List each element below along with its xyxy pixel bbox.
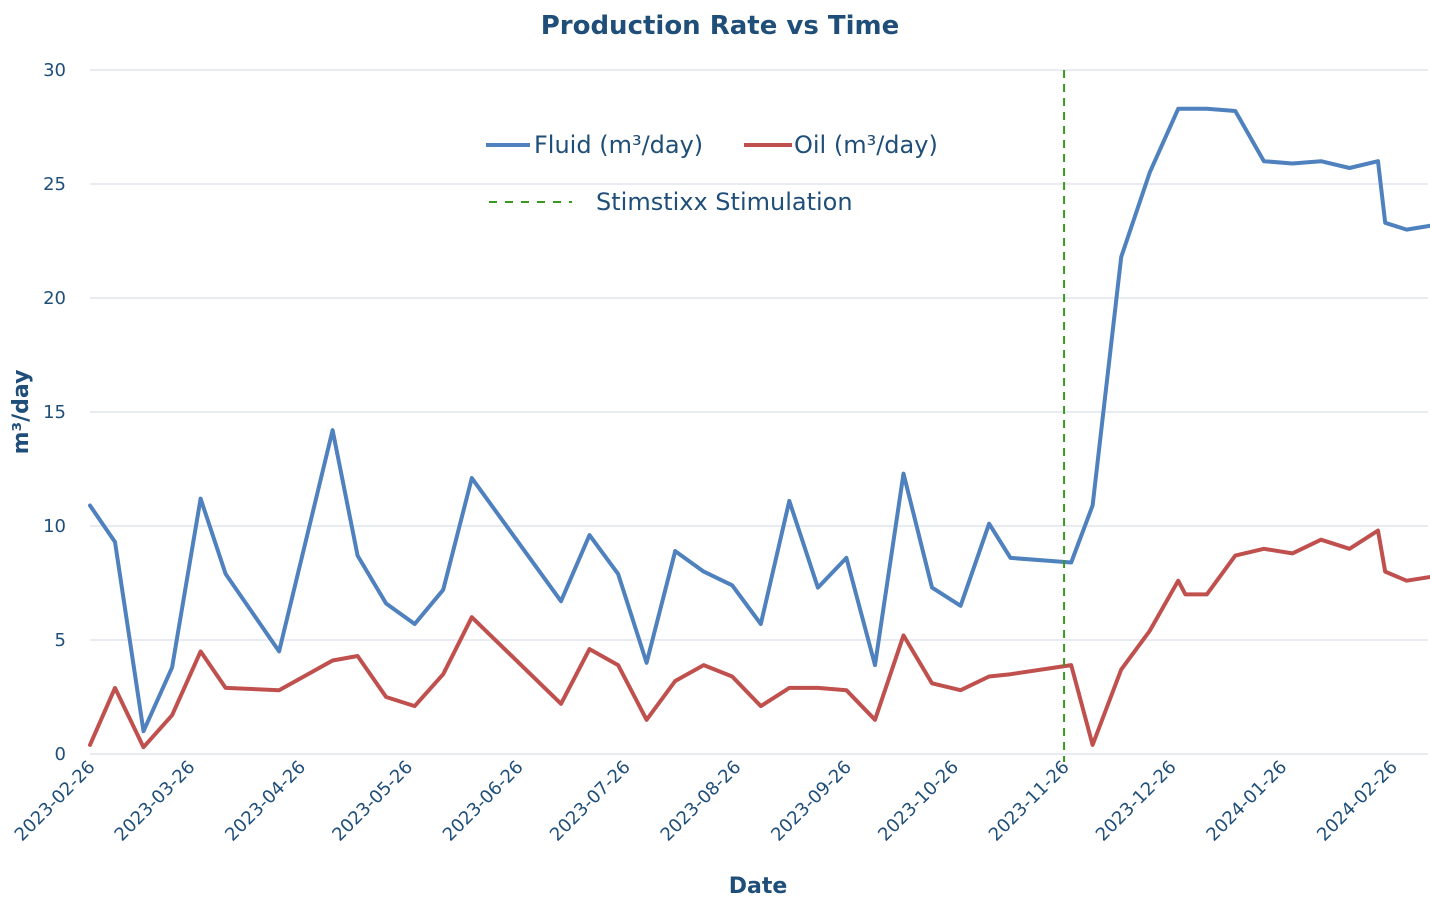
legend-label-oil: Oil (m³/day) xyxy=(794,131,938,159)
legend-label-fluid: Fluid (m³/day) xyxy=(534,131,703,159)
legend-label-stimulation: Stimstixx Stimulation xyxy=(596,188,853,216)
x-axis-label: Date xyxy=(729,874,788,899)
y-tick-label: 0 xyxy=(55,744,66,765)
y-tick-label: 20 xyxy=(43,288,66,309)
x-tick-label: 2023-10-26 xyxy=(874,757,963,846)
x-tick-label: 2023-11-26 xyxy=(985,757,1074,846)
x-axis-ticks: 2023-02-26 2023-03-26 2023-04-26 2023-05-26… xyxy=(11,757,1402,846)
x-tick-label: 2023-07-26 xyxy=(546,757,635,846)
y-tick-label: 25 xyxy=(43,174,66,195)
x-tick-label: 2024-02-26 xyxy=(1313,757,1402,846)
x-tick-label: 2023-05-26 xyxy=(328,757,417,846)
x-tick-label: 2023-09-26 xyxy=(767,757,856,846)
x-tick-label: 2023-02-26 xyxy=(11,757,100,846)
x-tick-label: 2023-12-26 xyxy=(1092,757,1181,846)
x-tick-label: 2024-01-26 xyxy=(1202,757,1291,846)
chart-title: Production Rate vs Time xyxy=(541,11,900,41)
y-tick-label: 5 xyxy=(55,630,66,651)
y-axis-ticks: 0 5 10 15 20 25 30 xyxy=(43,60,66,765)
y-tick-label: 30 xyxy=(43,60,66,81)
x-tick-label: 2023-06-26 xyxy=(439,757,528,846)
y-tick-label: 10 xyxy=(43,516,66,537)
y-tick-label: 15 xyxy=(43,402,66,423)
series-layer xyxy=(88,106,1430,750)
oil-series-line xyxy=(88,528,1430,750)
x-tick-label: 2023-03-26 xyxy=(111,757,200,846)
y-axis-label: m³/day xyxy=(9,370,34,455)
x-tick-label: 2023-04-26 xyxy=(221,757,310,846)
gridlines xyxy=(90,69,1428,755)
legend: Fluid (m³/day) Oil (m³/day) Stimstixx Stim… xyxy=(486,131,938,216)
x-tick-label: 2023-08-26 xyxy=(657,757,746,846)
fluid-series-line xyxy=(88,106,1430,734)
